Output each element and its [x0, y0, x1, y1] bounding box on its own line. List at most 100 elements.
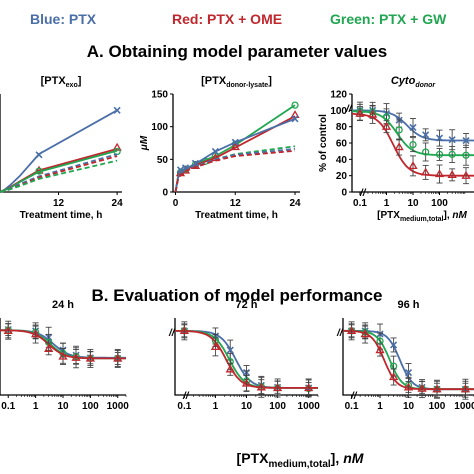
axis-break-y: // — [345, 104, 353, 115]
axis-break-y: // — [168, 328, 176, 339]
data-point-triangle-marker — [290, 110, 300, 119]
data-point-x-marker — [435, 134, 444, 142]
x-tick-label: 0.1 — [1, 401, 15, 412]
panel-title-main: 24 h — [52, 299, 74, 311]
x-tick-label: 24 — [289, 198, 301, 209]
bottom-xlabel-unit: nM — [343, 450, 364, 466]
bottom-xlabel-sub: medium,total — [268, 459, 330, 470]
series-line-red — [174, 149, 296, 193]
data-point-circle-marker — [462, 151, 470, 159]
data-point-x-marker — [226, 346, 234, 354]
data-point-triangle-marker — [460, 384, 471, 393]
axis-lines-b1 — [0, 318, 126, 396]
bottom-xlabel-suffix: ], — [331, 450, 340, 466]
x-axis-label-suffix: ], — [444, 210, 453, 221]
panel-title-main: [PTX — [201, 75, 227, 87]
panel-title-main: Cyto — [391, 75, 416, 87]
axis-break-x: // — [359, 188, 367, 199]
y-tick-label: 100 — [151, 122, 168, 133]
data-point-x-marker — [409, 123, 417, 132]
bottom-xlabel: [PTXmedium,total], nM — [237, 450, 364, 470]
data-point-triangle-marker — [304, 383, 314, 392]
data-point-triangle-marker — [355, 108, 365, 117]
panel-title-sub: donor-lysate — [226, 82, 268, 89]
data-point-circle-marker — [382, 113, 391, 121]
x-tick-label: 1000 — [298, 401, 321, 412]
x-tick-label: 100 — [429, 401, 446, 412]
data-point-triangle-marker — [113, 353, 123, 362]
panel-title-end: ] — [268, 75, 272, 87]
series-line-green — [174, 145, 296, 193]
data-point-triangle-marker — [225, 364, 235, 373]
legend-red: Red: PTX + OME — [172, 11, 282, 27]
panel-title-sub: exo — [66, 82, 78, 89]
data-point-triangle-marker — [461, 170, 471, 179]
data-point-triangle-marker — [30, 329, 41, 338]
series-line-blue — [174, 148, 296, 193]
data-point-x-marker — [231, 138, 239, 146]
y-tick-label: 60 — [336, 139, 348, 150]
x-axis-label: [PTXmedium,total], nM — [377, 210, 467, 223]
data-point-triangle-marker — [346, 326, 357, 334]
series-line-blue — [174, 117, 296, 193]
x-tick-label: 10 — [407, 198, 419, 209]
x-tick-label: 0.1 — [177, 401, 191, 412]
panel-title: [PTXdonor-lysate] — [201, 75, 272, 89]
y-tick-label: 0 — [341, 188, 347, 199]
y-tick-label: 80 — [336, 122, 348, 133]
x-tick-label: 10 — [241, 401, 253, 412]
data-point-triangle-marker — [230, 142, 240, 151]
panel-title-main: 72 h — [235, 299, 257, 311]
panel-title: 72 h — [235, 299, 257, 311]
axis-lines-a1 — [0, 94, 122, 193]
data-point-triangle-marker — [375, 345, 385, 354]
data-point-triangle-marker — [34, 165, 44, 174]
panel-title-main: [PTX — [41, 75, 67, 87]
series-line-green — [0, 159, 118, 193]
x-tick-label: 1000 — [107, 401, 130, 412]
x-axis-label-sub: medium,total — [400, 216, 444, 223]
data-point-triangle-marker — [360, 329, 370, 338]
data-point-circle-marker — [448, 150, 456, 159]
x-tick-label: 10 — [57, 401, 69, 412]
x-tick-label: 0 — [173, 198, 179, 209]
data-point-triangle-marker — [447, 170, 457, 178]
section-a-title: A. Obtaining model parameter values — [87, 42, 387, 61]
series-line-red — [174, 115, 296, 193]
data-point-x-marker — [462, 136, 470, 145]
x-tick-label: 12 — [230, 198, 242, 209]
data-point-x-marker — [291, 115, 299, 123]
legend-blue: Blue: PTX — [30, 11, 97, 27]
data-point-triangle-marker — [434, 169, 445, 178]
panel-a1: 12 24 [PTXexo] Treatment time, h — [0, 75, 123, 221]
x-tick-label: 100 — [269, 401, 286, 412]
x-axis-label: Treatment time, h — [20, 210, 103, 221]
x-tick-label: 1 — [377, 401, 383, 412]
x-tick-label: 100 — [82, 401, 99, 412]
data-point-triangle-marker — [112, 142, 122, 151]
bottom-xlabel-prefix: [PTX — [237, 450, 270, 466]
x-tick-label: 12 — [53, 198, 65, 209]
axis-lines-b2 — [174, 318, 318, 396]
panel-title: 96 h — [397, 299, 419, 311]
y-tick-label: 50 — [157, 155, 169, 166]
data-point-x-marker — [390, 341, 398, 349]
data-point-triangle-marker — [381, 121, 392, 130]
data-point-x-marker — [113, 106, 121, 114]
data-point-triangle-marker — [388, 372, 399, 381]
data-point-triangle-marker — [432, 384, 442, 393]
x-tick-label: 1 — [33, 401, 39, 412]
data-point-triangle-marker — [44, 344, 54, 352]
data-point-x-marker — [176, 166, 185, 174]
x-tick-label: 1 — [384, 198, 390, 209]
y-tick-label: 100 — [330, 106, 347, 117]
data-point-triangle-marker — [421, 167, 431, 176]
data-point-triangle-marker — [403, 382, 414, 391]
x-axis-label: Treatment time, h — [195, 210, 278, 221]
data-point-triangle-marker — [179, 326, 189, 334]
y-tick-label: 20 — [336, 171, 348, 182]
data-point-circle-marker — [35, 167, 43, 175]
